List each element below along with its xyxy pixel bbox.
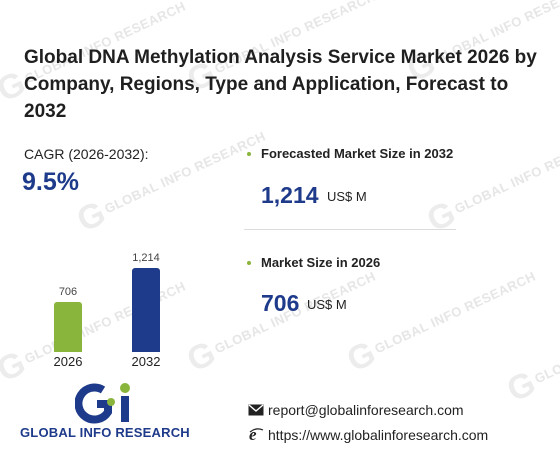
bullet-dot-icon <box>247 152 251 156</box>
watermark: GGLOBAL INFO RESEARCH <box>501 298 560 410</box>
bar-value-label: 1,214 <box>132 252 160 264</box>
envelope-icon <box>248 404 264 416</box>
email-link[interactable]: report@globalinforesearch.com <box>268 402 464 418</box>
brand-logo <box>75 383 130 424</box>
divider <box>244 229 456 230</box>
bar-2026 <box>54 302 82 352</box>
watermark: GGLOBAL INFO RESEARCH <box>71 128 268 240</box>
watermark: GGLOBAL INFO RESEARCH <box>341 268 538 380</box>
watermark: GGLOBAL INFO RESEARCH <box>421 128 560 240</box>
bar-2032 <box>132 268 160 352</box>
forecast-size-unit: US$ M <box>327 189 367 204</box>
watermark: GGLOBAL INFO RESEARCH <box>0 278 188 390</box>
watermark: GGLOBAL INFO RESEARCH <box>181 268 378 380</box>
brand-name: GLOBAL INFO RESEARCH <box>20 425 190 440</box>
market-size-unit: US$ M <box>307 297 347 312</box>
market-size-label: Market Size in 2026 <box>261 255 381 270</box>
bar-category-label: 2032 <box>131 354 161 369</box>
cagr-label: CAGR (2026-2032): <box>24 146 149 162</box>
forecast-size-label: Forecasted Market Size in 2032 <box>261 146 454 161</box>
cagr-value: 9.5% <box>22 168 79 196</box>
market-size-value: 706 <box>261 290 300 316</box>
globe-e-icon: e <box>249 426 264 442</box>
forecast-size-value: 1,214 <box>261 182 319 208</box>
bar-value-label: 706 <box>58 286 78 298</box>
svg-text:e: e <box>249 426 257 442</box>
bar-category-label: 2026 <box>53 354 83 369</box>
bullet-dot-icon <box>247 261 251 265</box>
page-title: Global DNA Methylation Analysis Service … <box>24 47 537 122</box>
website-link[interactable]: https://www.globalinforesearch.com <box>268 427 489 443</box>
